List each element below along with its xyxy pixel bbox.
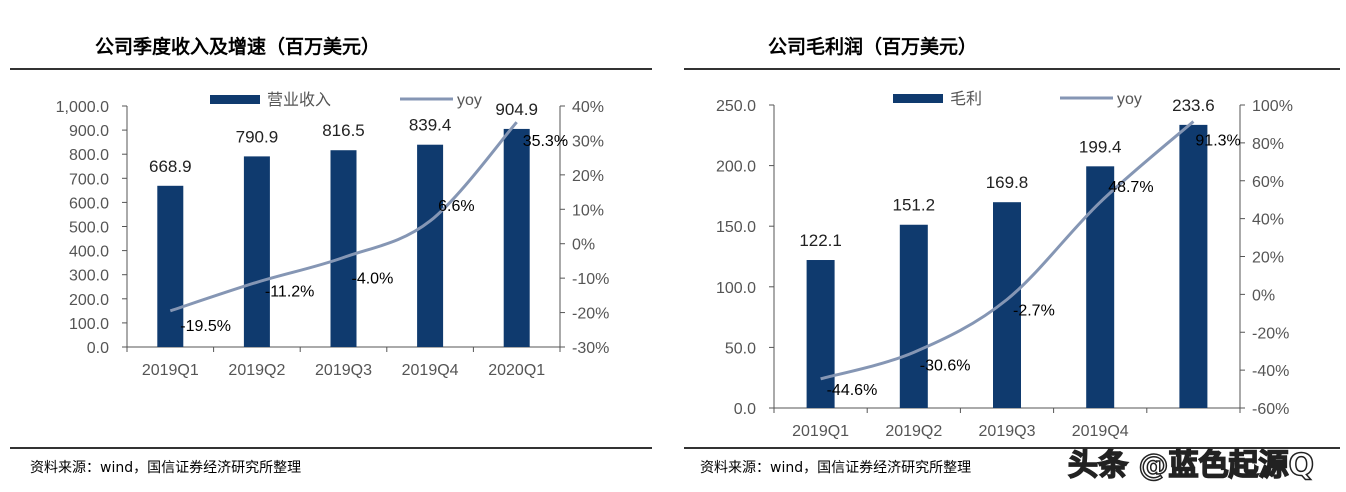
y-tick-label: 900.0 bbox=[69, 123, 109, 140]
legend-bar-swatch bbox=[210, 95, 260, 104]
y2-tick-label: -60% bbox=[1252, 401, 1289, 418]
source-note: 资料来源：wind，国信证券经济研究所整理 bbox=[30, 460, 302, 476]
y2-tick-label: 40% bbox=[1252, 212, 1284, 229]
bar-label: 790.9 bbox=[236, 127, 279, 146]
y2-tick-label: 80% bbox=[1252, 136, 1284, 153]
bar-label: 122.1 bbox=[799, 231, 842, 250]
bar bbox=[243, 156, 270, 347]
yoy-label: -44.6% bbox=[827, 382, 878, 399]
y2-tick-label: 20% bbox=[572, 168, 604, 185]
y2-tick-label: 100% bbox=[1252, 98, 1293, 115]
y2-tick-label: 40% bbox=[572, 99, 604, 116]
y-tick-label: 0.0 bbox=[734, 401, 756, 418]
yoy-label: -19.5% bbox=[180, 318, 231, 335]
x-tick-label: 2019Q4 bbox=[1072, 423, 1129, 440]
legend-bar-swatch bbox=[893, 94, 943, 103]
y-tick-label: 200.0 bbox=[69, 292, 109, 309]
legend-bar-label: 营业收入 bbox=[267, 91, 331, 109]
bar-label: 199.4 bbox=[1079, 137, 1122, 156]
divider bbox=[10, 68, 652, 70]
bar-label: 904.9 bbox=[495, 100, 538, 119]
y2-tick-label: 0% bbox=[572, 237, 595, 254]
yoy-label: 35.3% bbox=[523, 133, 568, 150]
bar-label: 668.9 bbox=[149, 157, 192, 176]
x-tick-label: 2019Q3 bbox=[979, 423, 1036, 440]
y-tick-label: 250.0 bbox=[716, 98, 756, 115]
bar-label: 233.6 bbox=[1172, 96, 1215, 115]
x-tick-label: 2019Q3 bbox=[315, 362, 372, 379]
bar bbox=[330, 150, 357, 347]
bar bbox=[503, 128, 530, 347]
x-tick-label: 2019Q1 bbox=[142, 362, 199, 379]
y-tick-label: 100.0 bbox=[716, 280, 756, 297]
y-tick-label: 1,000.0 bbox=[56, 99, 109, 116]
x-tick-label: 2019Q2 bbox=[228, 362, 285, 379]
bar bbox=[1179, 124, 1208, 408]
y-tick-label: 150.0 bbox=[716, 219, 756, 236]
chart-title-gross-profit: 公司毛利润（百万美元） bbox=[768, 36, 978, 58]
y2-tick-label: 30% bbox=[572, 133, 604, 150]
yoy-label: -11.2% bbox=[265, 283, 315, 300]
y2-tick-label: 60% bbox=[1252, 174, 1284, 191]
source-note: 资料来源：wind，国信证券经济研究所整理 bbox=[700, 460, 972, 476]
y2-tick-label: 0% bbox=[1252, 287, 1275, 304]
legend-bar-label: 毛利 bbox=[950, 90, 982, 108]
y2-tick-label: 20% bbox=[1252, 250, 1284, 267]
bar-label: 169.8 bbox=[986, 173, 1029, 192]
y-tick-label: 700.0 bbox=[69, 171, 109, 188]
bar bbox=[806, 260, 835, 408]
y-tick-label: 200.0 bbox=[716, 159, 756, 176]
y2-tick-label: -20% bbox=[1252, 325, 1289, 342]
bar bbox=[157, 185, 184, 347]
y-tick-label: 100.0 bbox=[69, 316, 109, 333]
y2-tick-label: -10% bbox=[572, 271, 609, 288]
bar-label: 151.2 bbox=[893, 196, 936, 215]
y-tick-label: 50.0 bbox=[725, 340, 756, 357]
bar-label: 839.4 bbox=[409, 116, 452, 135]
x-tick-label: 2020Q1 bbox=[488, 362, 545, 379]
bar bbox=[417, 144, 444, 347]
yoy-label: -30.6% bbox=[920, 357, 971, 374]
x-tick-label: 2019Q4 bbox=[402, 362, 459, 379]
bar bbox=[1086, 166, 1115, 408]
divider bbox=[10, 447, 652, 449]
yoy-label: -2.7% bbox=[1013, 302, 1055, 319]
y-tick-label: 300.0 bbox=[69, 268, 109, 285]
yoy-line bbox=[169, 121, 518, 313]
yoy-label: -4.0% bbox=[352, 270, 394, 287]
yoy-line bbox=[820, 120, 1195, 381]
x-tick-label: 2019Q1 bbox=[792, 423, 849, 440]
yoy-label: 91.3% bbox=[1195, 132, 1240, 149]
divider bbox=[684, 447, 1340, 449]
yoy-label: 48.7% bbox=[1108, 179, 1153, 196]
y-tick-label: 800.0 bbox=[69, 147, 109, 164]
divider bbox=[684, 68, 1340, 70]
legend-line-label: yoy bbox=[457, 92, 482, 109]
y2-tick-label: -20% bbox=[572, 306, 609, 323]
yoy-label: 6.6% bbox=[438, 198, 474, 215]
y-tick-label: 500.0 bbox=[69, 220, 109, 237]
legend-line-label: yoy bbox=[1117, 91, 1142, 108]
x-tick-label: 2019Q2 bbox=[885, 423, 942, 440]
y2-tick-label: -40% bbox=[1252, 363, 1289, 380]
y2-tick-label: -30% bbox=[572, 340, 609, 357]
chart-title-revenue: 公司季度收入及增速（百万美元） bbox=[95, 36, 381, 58]
y-tick-label: 0.0 bbox=[87, 340, 109, 357]
y-tick-label: 600.0 bbox=[69, 195, 109, 212]
bar bbox=[899, 224, 928, 408]
bar-label: 816.5 bbox=[322, 121, 365, 140]
y-tick-label: 400.0 bbox=[69, 244, 109, 261]
y2-tick-label: 10% bbox=[572, 202, 604, 219]
watermark: 头条 @蓝色起源Q bbox=[1067, 447, 1314, 484]
